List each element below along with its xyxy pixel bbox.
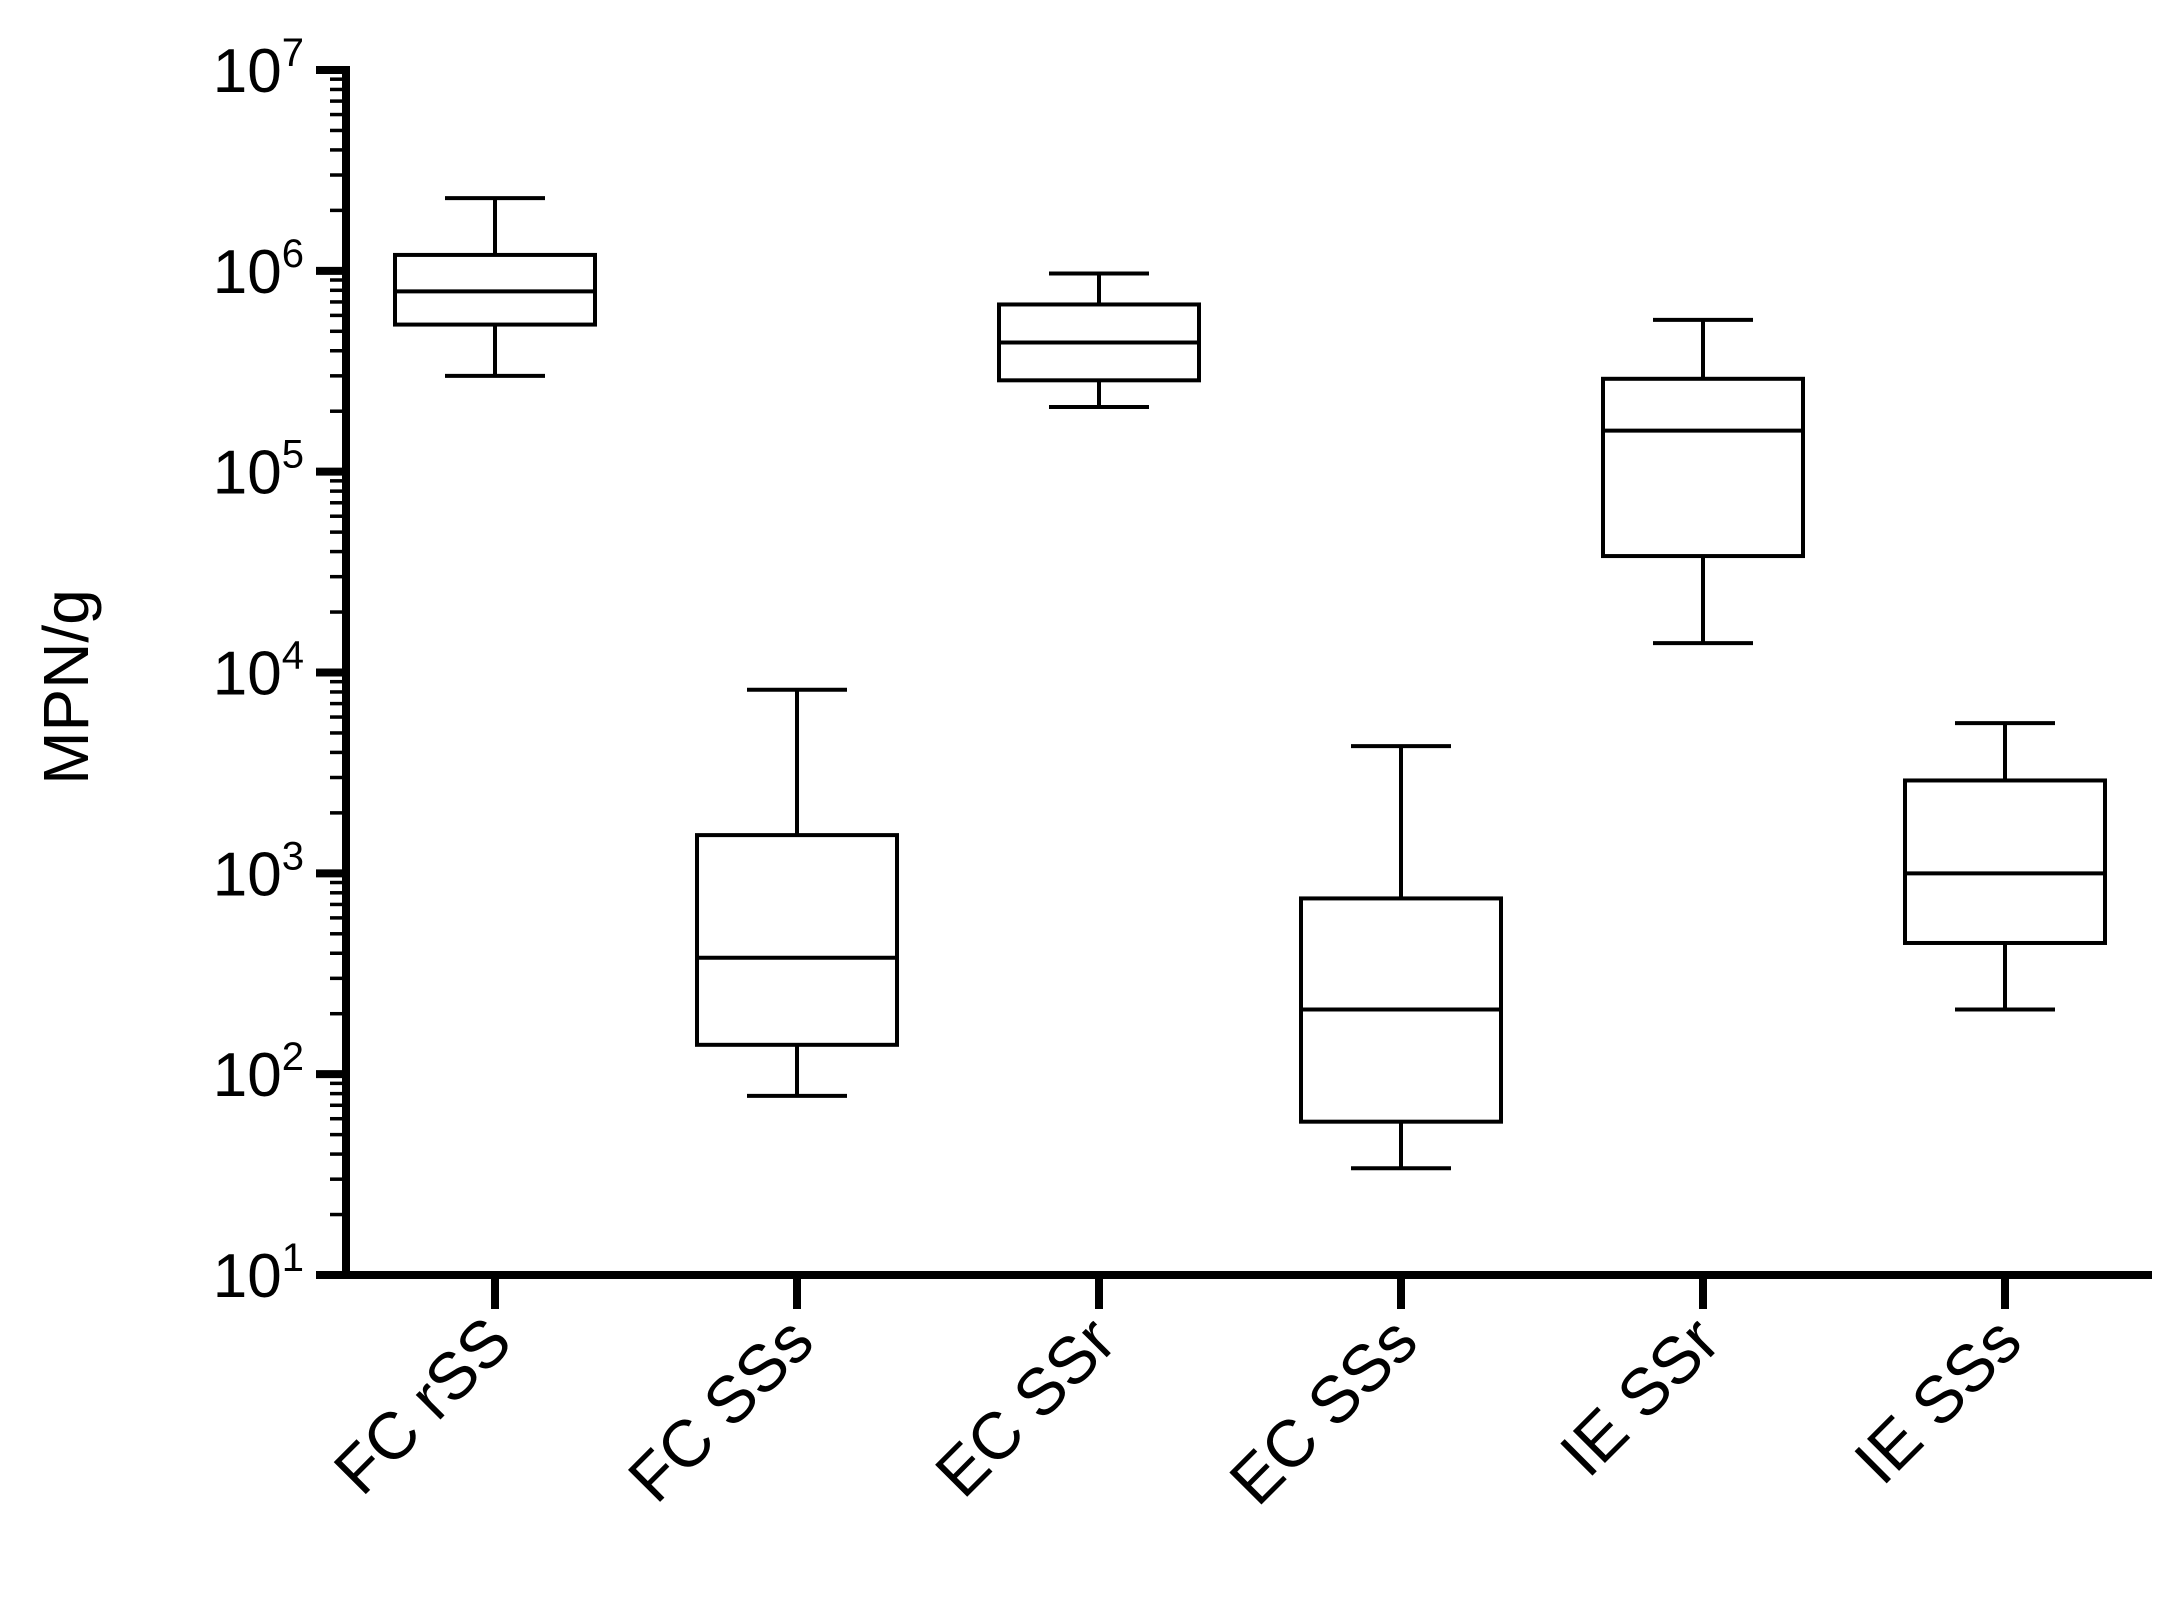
x-tick-labels: FC rSS FC SSs EC SSr EC SSs IE SSr IE SSs: [320, 1303, 2035, 1519]
y-tick-labels: 101 102 103 104 105 106 107: [213, 31, 304, 1311]
box-iqr: [695, 833, 899, 1047]
x-tick-label: FC rSS: [320, 1303, 525, 1508]
y-tick-label: 102: [213, 1035, 304, 1110]
box-iqr: [1601, 376, 1805, 559]
x-tick-label: FC SSs: [614, 1303, 827, 1516]
y-tick-label: 101: [213, 1236, 304, 1311]
box-series: [393, 196, 2107, 1171]
x-tick-label: EC SSs: [1215, 1303, 1431, 1519]
box-iqr: [1903, 778, 2107, 945]
x-tick-label: IE SSr: [1546, 1303, 1733, 1490]
y-tick-label: 106: [213, 232, 304, 307]
y-tick-label: 107: [213, 31, 304, 106]
x-tick-label: IE SSs: [1840, 1303, 2035, 1498]
y-tick-label: 104: [213, 634, 304, 709]
y-axis-title: MPN/g: [30, 589, 102, 785]
y-tick-label: 103: [213, 834, 304, 909]
axes: [316, 66, 2152, 1309]
x-tick-label: EC SSr: [921, 1303, 1129, 1511]
y-tick-label: 105: [213, 433, 304, 508]
